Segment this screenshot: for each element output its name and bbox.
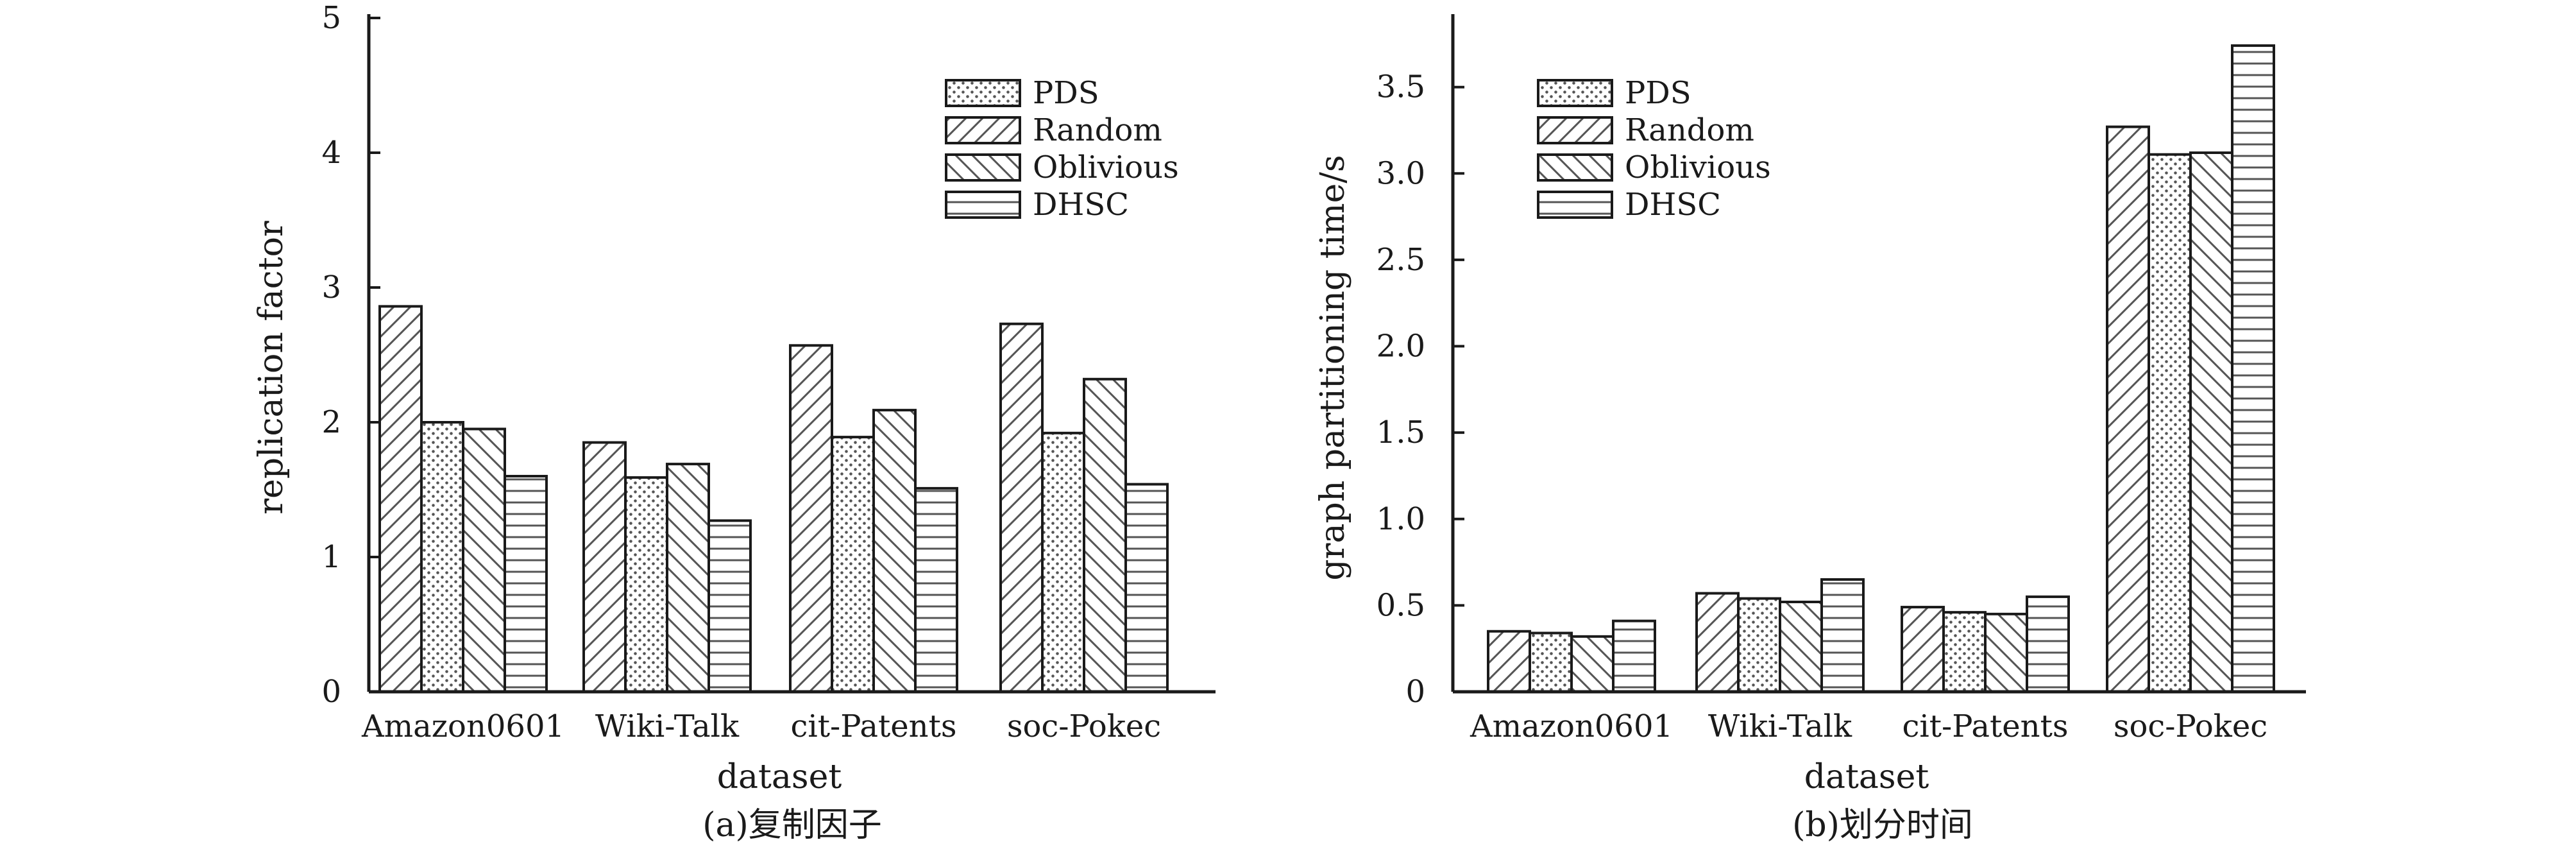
a-legend-label-random: Random	[1033, 112, 1162, 148]
a-bar-oblivious-wiki-talk	[666, 463, 710, 693]
a-y-tick-label: 3	[321, 270, 341, 305]
b-bar-random-soc-pokec	[2106, 125, 2150, 694]
chart-partitioning-time: 0 0.5 1.0 1.5 2.0 2.5 3.0 3.5 Amazon0601 Wiki-Tal…	[1314, 14, 2306, 845]
a-y-tick-label: 1	[321, 539, 341, 575]
a-x-tick-label: Amazon0601	[361, 708, 564, 744]
b-y-tick-label: 3.5	[1377, 69, 1425, 105]
a-legend-label-pds: PDS	[1033, 75, 1099, 111]
a-legend-swatch-random	[945, 116, 1021, 144]
a-bar-random-soc-pokec	[999, 322, 1044, 693]
a-y-tick-label: 0	[321, 674, 341, 710]
b-bar-pds-wiki-talk	[1737, 597, 1781, 693]
a-caption: (a)复制因子	[702, 806, 882, 845]
a-legend-swatch-pds	[945, 79, 1021, 107]
a-bar-random-amazon0601	[378, 305, 423, 693]
b-bar-oblivious-wiki-talk	[1779, 601, 1823, 693]
a-bar-oblivious-amazon0601	[462, 427, 506, 693]
b-bar-random-wiki-talk	[1695, 592, 1740, 693]
b-legend-swatch-pds	[1537, 79, 1613, 107]
a-legend-swatch-dhsc	[945, 191, 1021, 219]
b-y-tick-label: 1.0	[1377, 501, 1425, 537]
chart-replication-factor: 0 1 2 3 4 5 Amazon0601 Wiki-Talk cit-Patents soc-…	[252, 0, 1216, 845]
b-x-tick-label: Amazon0601	[1470, 708, 1673, 744]
a-bar-random-wiki-talk	[582, 441, 627, 693]
a-x-tick-label: Wiki-Talk	[595, 708, 740, 744]
a-legend-label-dhsc: DHSC	[1033, 187, 1129, 223]
b-bar-pds-soc-pokec	[2148, 153, 2192, 693]
b-legend-label-random: Random	[1625, 112, 1754, 148]
b-y-tick-label: 2.0	[1377, 329, 1425, 364]
b-caption: (b)划分时间	[1792, 806, 1973, 845]
b-bar-oblivious-soc-pokec	[2189, 151, 2233, 693]
b-y-tick-label: 2.5	[1377, 242, 1425, 278]
a-y-tick-label: 2	[321, 404, 341, 440]
a-x-tick-label: cit-Patents	[790, 708, 956, 744]
a-y-axis-title: replication factor	[252, 221, 291, 515]
b-legend-label-pds: PDS	[1625, 75, 1691, 111]
a-bar-dhsc-wiki-talk	[708, 519, 752, 693]
b-legend-label-dhsc: DHSC	[1625, 187, 1721, 223]
a-y-tick-label: 4	[321, 135, 341, 171]
a-bar-dhsc-cit-patents	[914, 486, 958, 694]
b-x-tick-label: soc-Pokec	[2114, 708, 2267, 744]
b-bar-dhsc-cit-patents	[2026, 595, 2070, 694]
b-bar-pds-amazon0601	[1529, 631, 1573, 694]
a-bar-oblivious-cit-patents	[872, 409, 917, 693]
b-y-tick-label: 3.0	[1377, 155, 1425, 191]
a-x-tick-label: soc-Pokec	[1007, 708, 1161, 744]
b-bar-dhsc-amazon0601	[1612, 619, 1656, 693]
b-bar-pds-cit-patents	[1942, 611, 1987, 694]
b-legend-swatch-random	[1537, 116, 1613, 144]
a-bar-pds-cit-patents	[831, 436, 875, 693]
b-bar-dhsc-soc-pokec	[2231, 44, 2275, 694]
b-bar-oblivious-amazon0601	[1570, 635, 1614, 693]
a-bar-dhsc-amazon0601	[504, 475, 548, 693]
b-x-tick-label: cit-Patents	[1902, 708, 2068, 744]
b-legend-swatch-dhsc	[1537, 191, 1613, 219]
b-x-tick-label: Wiki-Talk	[1708, 708, 1852, 744]
b-bar-dhsc-wiki-talk	[1820, 578, 1865, 693]
a-bar-pds-amazon0601	[420, 421, 464, 693]
b-y-axis-title: graph partitioning time/s	[1314, 155, 1352, 580]
a-legend-swatch-oblivious	[945, 153, 1021, 182]
a-bar-pds-wiki-talk	[624, 476, 668, 693]
b-y-tick-label: 0	[1405, 674, 1425, 710]
a-legend-label-oblivious: Oblivious	[1033, 150, 1179, 185]
b-x-axis-title: dataset	[1804, 758, 1929, 796]
b-y-tick-label: 1.5	[1377, 415, 1425, 450]
b-y-tick-label: 0.5	[1377, 587, 1425, 623]
a-bar-pds-soc-pokec	[1041, 431, 1085, 693]
a-y-tick-label: 5	[321, 0, 341, 36]
b-bar-oblivious-cit-patents	[1984, 612, 2028, 693]
b-legend-label-oblivious: Oblivious	[1625, 150, 1771, 185]
b-legend-swatch-oblivious	[1537, 153, 1613, 182]
a-bar-dhsc-soc-pokec	[1124, 483, 1169, 693]
a-bar-oblivious-soc-pokec	[1083, 377, 1127, 693]
b-bar-random-amazon0601	[1487, 630, 1531, 693]
a-x-axis-title: dataset	[717, 758, 842, 796]
b-bar-random-cit-patents	[1901, 606, 1945, 693]
a-bar-random-cit-patents	[789, 344, 833, 693]
